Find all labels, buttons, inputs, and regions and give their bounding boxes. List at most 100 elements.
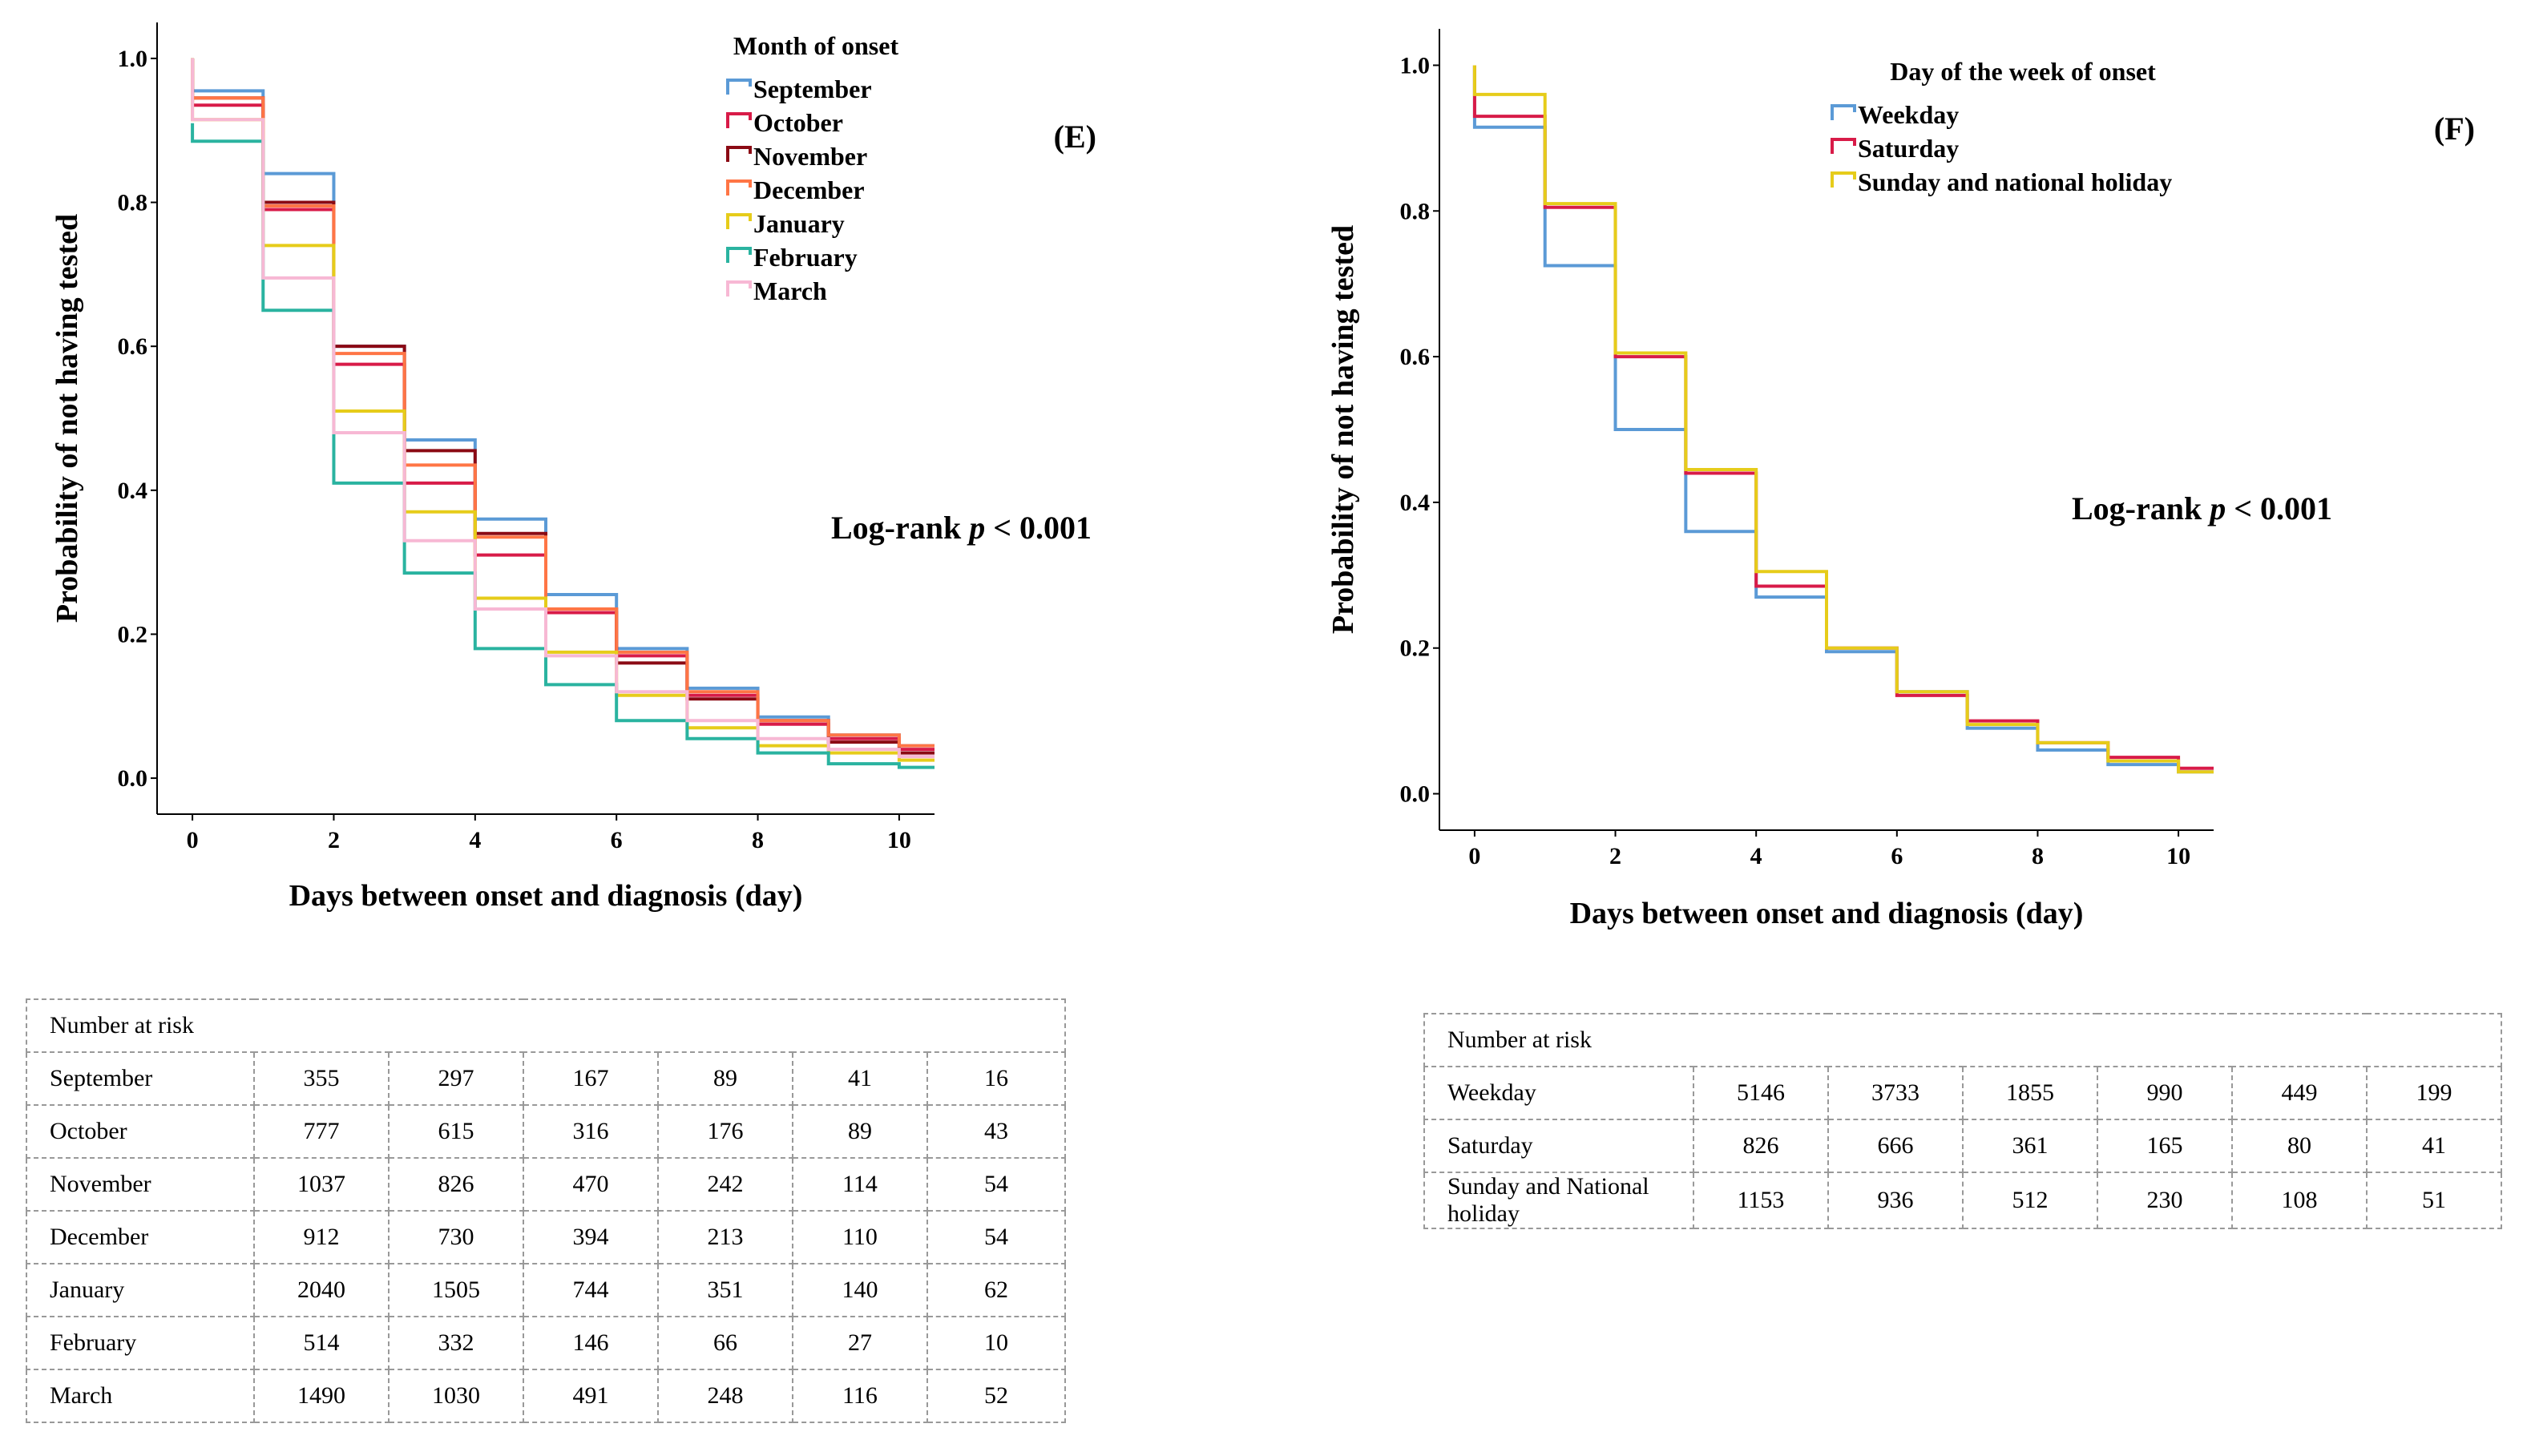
chart-f-y-tick-label: 0.0 bbox=[1400, 781, 1431, 808]
table-cell: 248 bbox=[657, 1369, 793, 1423]
chart-e-legend-label: March bbox=[753, 276, 827, 305]
table-cell: 936 bbox=[1827, 1172, 1964, 1229]
table-row: November 1037 826 470 242 114 54 bbox=[26, 1157, 1067, 1212]
row-label: Weekday bbox=[1423, 1066, 1694, 1120]
panel-f: 0 2 4 6 8 10 0.0 0.2 0.4 0.6 0.8 1.0 Days between on… bbox=[1263, 0, 2527, 1456]
chart-e-x-tick-label: 2 bbox=[328, 827, 340, 853]
chart-e-legend-label: December bbox=[753, 175, 865, 204]
table-cell: 1030 bbox=[388, 1369, 524, 1423]
table-cell: 355 bbox=[253, 1051, 390, 1106]
chart-e-legend-swatch bbox=[726, 179, 752, 196]
table-row: October 777 615 316 176 89 43 bbox=[26, 1104, 1067, 1159]
chart-f-y-tick-label: 0.4 bbox=[1400, 490, 1431, 516]
table-cell: 2040 bbox=[253, 1263, 390, 1317]
chart-f-legend-swatch bbox=[1831, 171, 1856, 188]
chart-f-logrank-annotation: Log-rank p < 0.001 bbox=[2072, 490, 2332, 526]
table-cell: 449 bbox=[2231, 1066, 2368, 1120]
table-cell: 666 bbox=[1827, 1119, 1964, 1173]
row-label: February bbox=[26, 1316, 255, 1370]
chart-e-y-axis-label: Probability of not having tested bbox=[50, 214, 84, 623]
chart-e-y-tick-label: 0.6 bbox=[118, 333, 148, 360]
table-cell: 1153 bbox=[1693, 1172, 1829, 1229]
chart-f-x-tick-label: 8 bbox=[2032, 843, 2044, 869]
row-label: Sunday and National holiday bbox=[1423, 1172, 1694, 1229]
panel-e: 0 2 4 6 8 10 0.0 0.2 0.4 0.6 0.8 1.0 Days between on… bbox=[0, 0, 1263, 1456]
table-cell: 3733 bbox=[1827, 1066, 1964, 1120]
table-cell: 43 bbox=[926, 1104, 1067, 1159]
table-cell: 230 bbox=[2097, 1172, 2233, 1229]
table-e-header-row: Number at risk bbox=[25, 998, 1067, 1053]
table-cell: 615 bbox=[388, 1104, 524, 1159]
table-cell: 826 bbox=[1693, 1119, 1829, 1173]
chart-f-legend-label: Sunday and national holiday bbox=[1858, 167, 2172, 196]
chart-f-legend-label: Saturday bbox=[1858, 134, 1959, 163]
table-cell: 108 bbox=[2231, 1172, 2368, 1229]
chart-e-y-tick-label: 0.2 bbox=[118, 621, 148, 647]
chart-f-y-tick-label: 0.2 bbox=[1400, 635, 1431, 662]
table-row: December 912 730 394 213 110 54 bbox=[26, 1210, 1067, 1264]
chart-e-legend-swatch bbox=[726, 146, 752, 162]
table-cell: 514 bbox=[253, 1316, 390, 1370]
table-cell: 1855 bbox=[1962, 1066, 2098, 1120]
chart-e-panel-label: (E) bbox=[1054, 119, 1096, 155]
table-cell: 1490 bbox=[253, 1369, 390, 1423]
chart-e-legend-swatch bbox=[726, 213, 752, 229]
table-cell: 62 bbox=[926, 1263, 1067, 1317]
chart-f-x-axis-label: Days between onset and diagnosis (day) bbox=[1570, 897, 2084, 930]
chart-e-y-tick-label: 1.0 bbox=[118, 46, 148, 72]
table-cell: 491 bbox=[523, 1369, 659, 1423]
table-cell: 990 bbox=[2097, 1066, 2233, 1120]
table-cell: 361 bbox=[1962, 1119, 2098, 1173]
table-cell: 140 bbox=[792, 1263, 928, 1317]
chart-e-legend-label: September bbox=[753, 75, 872, 103]
chart-e-y-tick-label: 0.8 bbox=[118, 190, 148, 216]
table-cell: 110 bbox=[792, 1210, 928, 1264]
table-row: January 2040 1505 744 351 140 62 bbox=[26, 1263, 1067, 1317]
table-cell: 114 bbox=[792, 1157, 928, 1212]
table-cell: 213 bbox=[657, 1210, 793, 1264]
table-cell: 316 bbox=[523, 1104, 659, 1159]
table-cell: 165 bbox=[2097, 1119, 2233, 1173]
chart-e-x-tick-label: 4 bbox=[469, 827, 481, 853]
table-cell: 16 bbox=[926, 1051, 1067, 1106]
chart-e-legend-swatch bbox=[726, 247, 752, 263]
table-cell: 744 bbox=[523, 1263, 659, 1317]
row-label: December bbox=[26, 1210, 255, 1264]
chart-e-x-tick-label: 0 bbox=[187, 827, 199, 853]
table-cell: 54 bbox=[926, 1157, 1067, 1212]
chart-e-x-tick-label: 10 bbox=[887, 827, 911, 853]
chart-e-series-march bbox=[191, 58, 935, 759]
chart-e-series-february bbox=[191, 123, 935, 769]
chart-f-x-tick-label: 10 bbox=[2166, 843, 2190, 869]
table-cell: 512 bbox=[1962, 1172, 2098, 1229]
chart-e-legend-label: October bbox=[753, 108, 843, 137]
chart-f-x-tick-label: 4 bbox=[1750, 843, 1762, 869]
table-row: March 1490 1030 491 248 116 52 bbox=[26, 1369, 1067, 1423]
table-cell: 777 bbox=[253, 1104, 390, 1159]
table-cell: 89 bbox=[792, 1104, 928, 1159]
chart-e-legend-swatch bbox=[726, 112, 752, 128]
table-cell: 41 bbox=[792, 1051, 928, 1106]
table-cell: 89 bbox=[657, 1051, 793, 1106]
table-cell: 66 bbox=[657, 1316, 793, 1370]
table-cell: 470 bbox=[523, 1157, 659, 1212]
survival-chart-f: 0 2 4 6 8 10 0.0 0.2 0.4 0.6 0.8 1.0 Days between on… bbox=[1326, 29, 2475, 930]
table-cell: 332 bbox=[388, 1316, 524, 1370]
row-label: January bbox=[26, 1263, 255, 1317]
chart-e-legend-title: Month of onset bbox=[733, 31, 899, 60]
table-cell: 41 bbox=[2365, 1119, 2503, 1173]
table-cell: 1037 bbox=[253, 1157, 390, 1212]
table-row: Weekday 5146 3733 1855 990 449 199 bbox=[1423, 1066, 2503, 1120]
chart-e-y-tick-label: 0.0 bbox=[118, 765, 148, 792]
table-cell: 167 bbox=[523, 1051, 659, 1106]
chart-e-logrank-annotation: Log-rank p < 0.001 bbox=[831, 510, 1092, 546]
table-cell: 394 bbox=[523, 1210, 659, 1264]
chart-e-x-axis-label: Days between onset and diagnosis (day) bbox=[289, 879, 803, 913]
chart-e-legend-label: January bbox=[753, 209, 845, 238]
number-at-risk-table-f: Number at risk Weekday 5146 3733 1855 990 449 1… bbox=[1423, 1013, 2503, 1229]
chart-e-legend-swatch bbox=[726, 280, 752, 296]
chart-f-panel-label: (F) bbox=[2434, 111, 2475, 147]
row-label: Saturday bbox=[1423, 1119, 1694, 1173]
chart-f-y-tick-label: 1.0 bbox=[1400, 52, 1431, 79]
table-cell: 27 bbox=[792, 1316, 928, 1370]
